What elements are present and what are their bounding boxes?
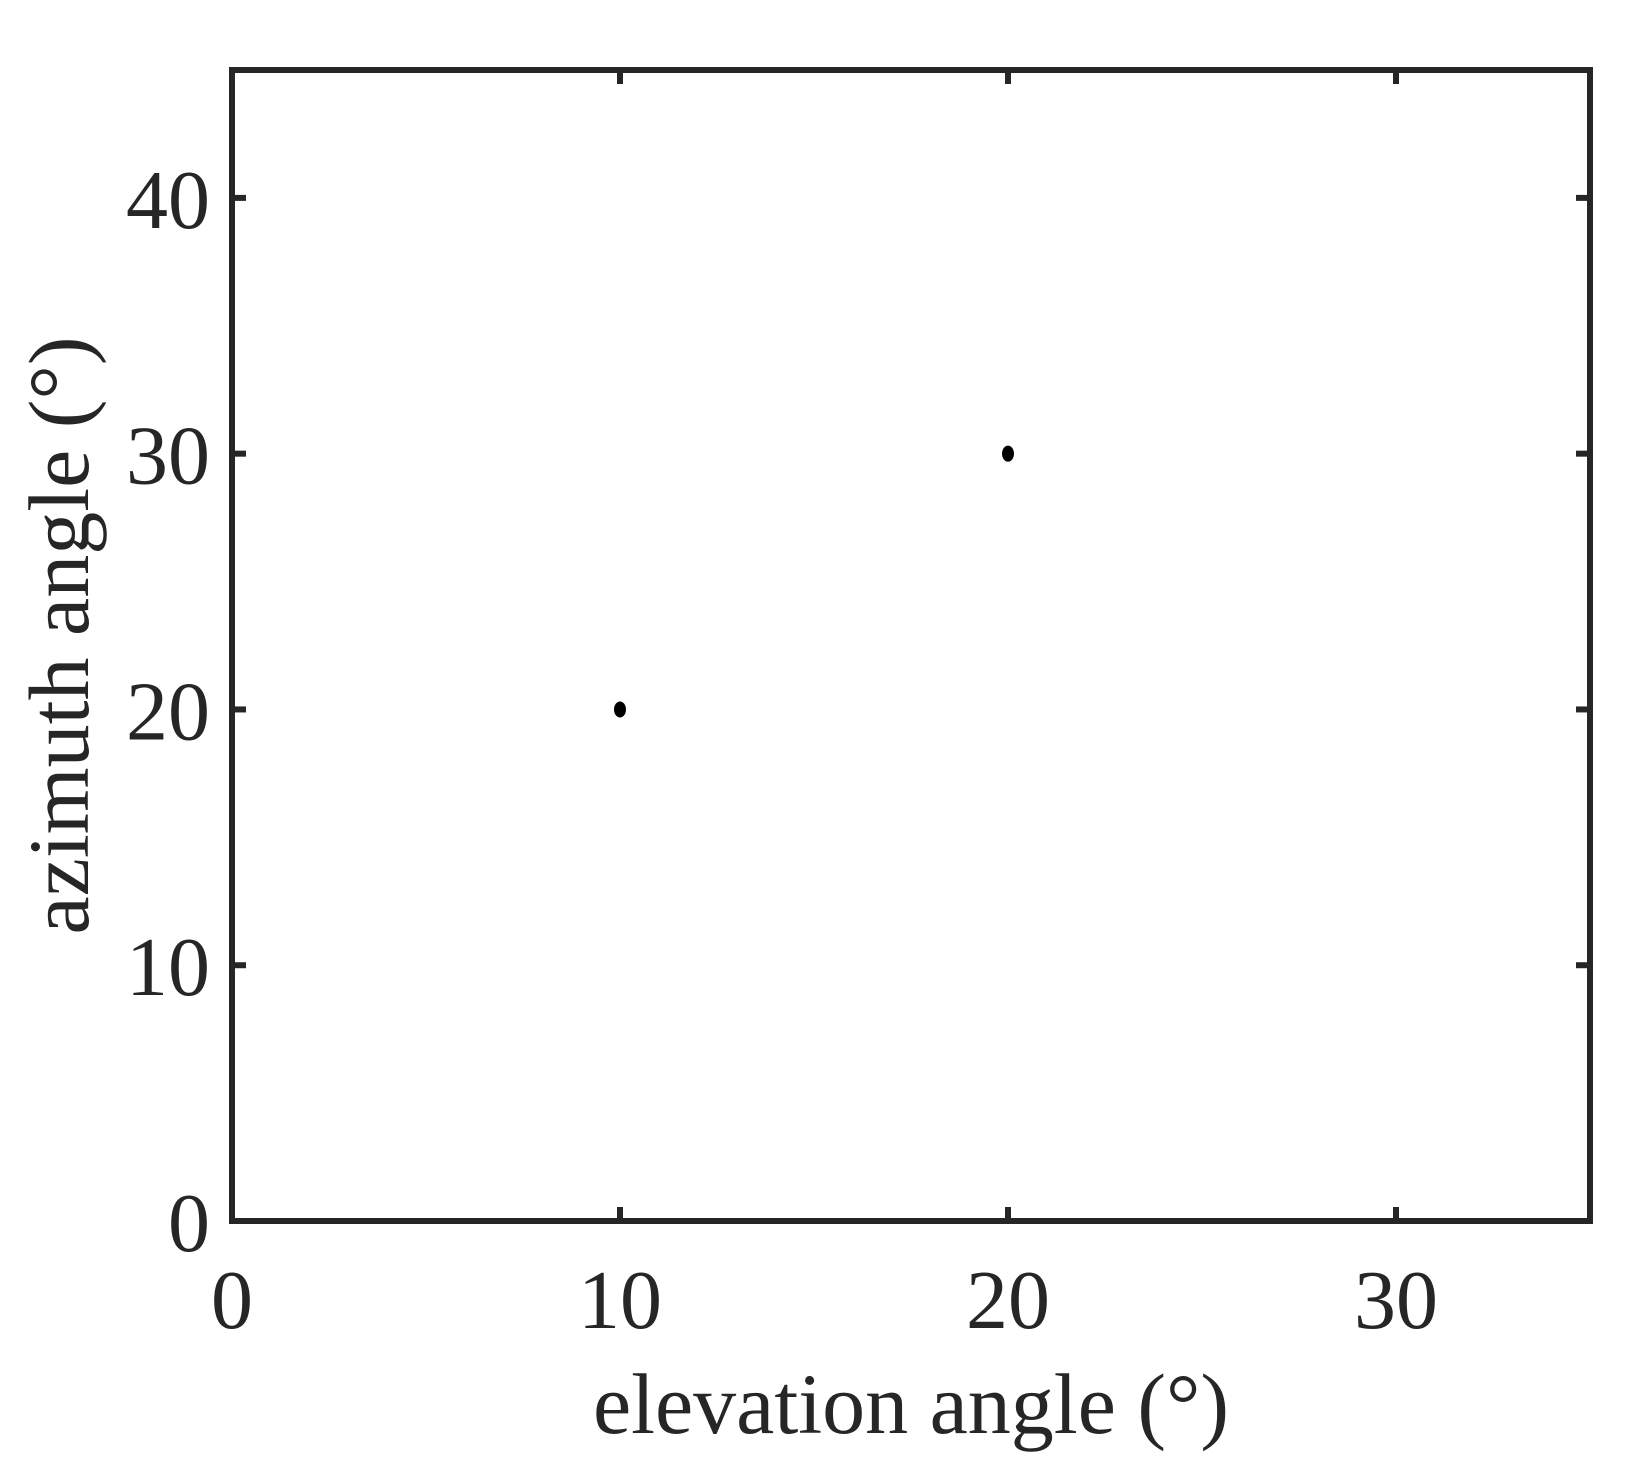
data-point xyxy=(1002,445,1014,462)
x-tick-label: 30 xyxy=(1354,1254,1438,1347)
x-tick-label: 20 xyxy=(966,1254,1050,1347)
y-tick-label: 40 xyxy=(126,154,210,247)
y-axis-label: azimuth angle (°) xyxy=(11,337,107,935)
x-tick-label: 0 xyxy=(211,1254,253,1347)
x-tick-label: 10 xyxy=(578,1254,662,1347)
data-point xyxy=(614,701,626,718)
y-tick-label: 30 xyxy=(126,410,210,503)
y-tick-label: 20 xyxy=(126,665,210,758)
x-axis-tick-labels: 0 10 20 30 xyxy=(211,1254,1438,1347)
data-points xyxy=(614,445,1014,718)
y-tick-label: 0 xyxy=(168,1177,210,1270)
axes-frame xyxy=(229,67,1593,1224)
y-axis-tick-labels: 0 10 20 30 40 xyxy=(126,154,210,1270)
x-axis-label: elevation angle (°) xyxy=(593,1356,1229,1452)
y-tick-label: 10 xyxy=(126,921,210,1014)
